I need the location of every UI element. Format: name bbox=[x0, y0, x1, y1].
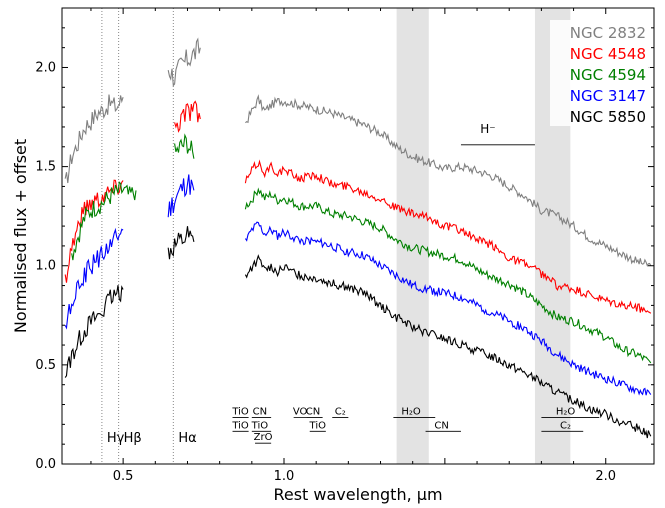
band-label: ZrO bbox=[254, 432, 273, 443]
balmer-line-label: Hβ bbox=[124, 431, 142, 446]
spectrum-line bbox=[167, 37, 201, 87]
band-label: CN bbox=[306, 406, 320, 417]
spectrum-line bbox=[167, 226, 195, 260]
y-tick-label: 0.0 bbox=[35, 457, 56, 472]
legend: NGC 2832 NGC 4548 NGC 4594 NGC 3147 NGC 5850 bbox=[550, 20, 650, 126]
spectrum-line bbox=[71, 181, 137, 261]
spectrum-line bbox=[167, 174, 195, 218]
x-axis-ticks: 0.5 1.0 2.0 bbox=[90, 8, 616, 484]
annotation-label: H⁻ bbox=[480, 122, 495, 136]
balmer-line-label: Hγ bbox=[107, 431, 125, 446]
spectrum-line bbox=[244, 159, 652, 314]
spectrum-line bbox=[64, 94, 124, 184]
band-label: CN bbox=[434, 420, 448, 431]
legend-entry: NGC 4594 bbox=[570, 66, 646, 84]
band-label: TiO bbox=[231, 420, 249, 431]
legend-entry: NGC 3147 bbox=[570, 87, 646, 105]
band-label: H₂O bbox=[401, 406, 421, 417]
spectrum-line bbox=[245, 94, 652, 268]
x-tick-label: 1.0 bbox=[274, 469, 295, 484]
spectrum-line bbox=[64, 285, 124, 378]
band-label: TiO bbox=[309, 420, 327, 431]
x-axis-label: Rest wavelength, μm bbox=[273, 485, 442, 504]
band-label: C₂ bbox=[560, 420, 571, 431]
y-tick-label: 0.5 bbox=[35, 358, 56, 373]
band-label: CN bbox=[253, 406, 267, 417]
band-label: TiO bbox=[231, 406, 249, 417]
legend-entry: NGC 5850 bbox=[570, 108, 646, 126]
telluric-band bbox=[396, 8, 429, 464]
x-tick-label: 2.0 bbox=[595, 469, 616, 484]
spectrum-line bbox=[174, 133, 195, 159]
y-tick-label: 1.0 bbox=[35, 259, 56, 274]
y-tick-label: 2.0 bbox=[35, 60, 56, 75]
spectrum-line bbox=[244, 221, 652, 396]
balmer-line-label: Hα bbox=[178, 431, 196, 446]
y-axis-ticks: 0.0 0.5 1.0 1.5 2.0 bbox=[35, 27, 654, 472]
legend-entry: NGC 2832 bbox=[570, 24, 646, 42]
band-label: TiO bbox=[251, 420, 269, 431]
band-label: H₂O bbox=[556, 406, 576, 417]
y-tick-label: 1.5 bbox=[35, 160, 56, 175]
spectrum-line bbox=[174, 100, 201, 133]
plot-frame bbox=[61, 7, 655, 465]
band-label: C₂ bbox=[335, 406, 346, 417]
telluric-bands bbox=[396, 8, 571, 464]
x-tick-label: 0.5 bbox=[113, 469, 134, 484]
spectrum-line bbox=[244, 254, 652, 439]
spectra-series bbox=[64, 37, 652, 439]
legend-entry: NGC 4548 bbox=[570, 45, 646, 63]
spectrum-line bbox=[64, 179, 124, 283]
spectrum-line bbox=[64, 227, 124, 330]
band-label: VO bbox=[293, 406, 308, 417]
spectrum-line bbox=[244, 187, 652, 364]
annotations: H⁻ bbox=[460, 122, 535, 146]
legend-box bbox=[550, 20, 650, 126]
y-axis-label: Normalised flux + offset bbox=[11, 139, 30, 333]
